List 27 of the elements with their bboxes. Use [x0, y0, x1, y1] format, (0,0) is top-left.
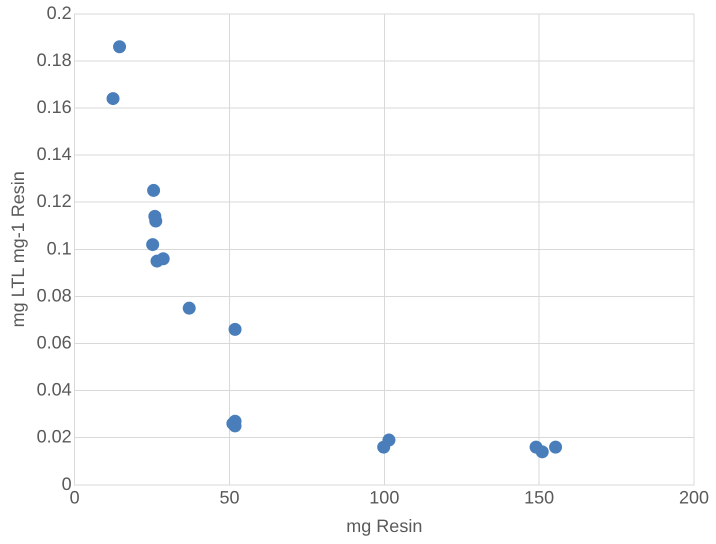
point [113, 40, 126, 54]
y-tick-label: 0 [62, 474, 72, 494]
point [536, 445, 549, 458]
y-tick-label: 0.2 [46, 2, 72, 23]
x-tick-label: 50 [219, 488, 240, 508]
x-tick-label: 100 [369, 488, 400, 508]
y-tick-label: 0.06 [36, 332, 72, 352]
point [228, 322, 242, 336]
point [549, 440, 562, 454]
y-tick-label: 0.04 [36, 380, 72, 400]
y-tick-label: 0.18 [36, 50, 72, 70]
x-tick-label: 200 [678, 488, 710, 508]
x-tick-label: 150 [524, 488, 554, 508]
y-tick-label: 0.14 [36, 144, 72, 164]
y-tick-label: 0.12 [36, 191, 72, 212]
y-axis-title: mg LTL mg-1 Resin [8, 171, 28, 328]
point [106, 92, 120, 106]
point [146, 238, 160, 252]
x-axis-title: mg Resin [346, 516, 422, 536]
point [382, 434, 396, 447]
y-tick-label: 0.02 [36, 426, 72, 447]
point [182, 302, 196, 315]
y-tick-label: 0.08 [36, 285, 72, 306]
y-tick-label: 0.1 [46, 238, 72, 258]
point [147, 184, 160, 197]
point [156, 252, 170, 266]
y-tick-label: 0.16 [36, 96, 72, 117]
